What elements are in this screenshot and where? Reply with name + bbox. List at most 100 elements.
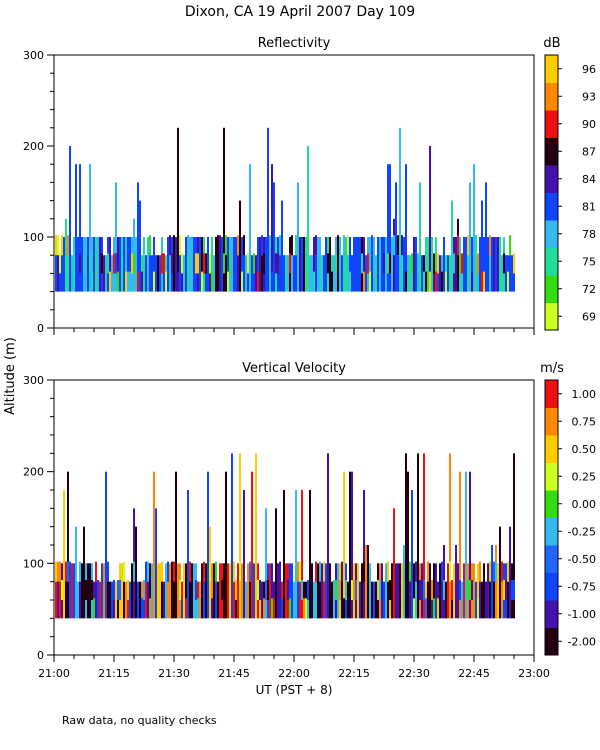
- data-column: [373, 237, 375, 292]
- data-cell: [79, 561, 81, 582]
- data-column: [305, 237, 307, 292]
- data-column: [231, 237, 233, 292]
- data-column: [89, 164, 91, 292]
- data-cell: [229, 253, 231, 274]
- data-column: [271, 563, 273, 619]
- data-column: [375, 255, 377, 292]
- data-cell: [475, 235, 477, 256]
- reflectivity-x-axis: [53, 328, 535, 335]
- data-column: [123, 581, 125, 619]
- data-column: [177, 563, 179, 619]
- colorbar-tick-label: 93: [582, 90, 596, 103]
- data-column: [61, 255, 63, 292]
- data-column: [339, 237, 341, 292]
- data-column: [431, 237, 433, 292]
- data-cell: [273, 598, 275, 619]
- data-cell: [173, 235, 175, 256]
- data-cell: [429, 271, 431, 292]
- data-cell: [279, 561, 281, 582]
- data-cell: [149, 235, 151, 256]
- data-cell: [169, 235, 171, 256]
- data-column: [403, 545, 405, 619]
- data-cell: [451, 580, 453, 600]
- data-column: [399, 563, 401, 619]
- y-tick-label: 100: [23, 231, 44, 244]
- data-column: [309, 490, 311, 619]
- data-cell: [59, 561, 61, 582]
- data-cell: [241, 271, 243, 292]
- data-column: [479, 237, 481, 292]
- data-cell: [461, 253, 463, 274]
- data-column: [215, 563, 217, 619]
- data-column: [251, 471, 253, 619]
- data-column: [211, 237, 213, 292]
- data-cell: [425, 271, 427, 292]
- data-cell: [471, 271, 473, 292]
- data-column: [407, 471, 409, 619]
- data-column: [129, 237, 131, 292]
- data-column: [453, 563, 455, 619]
- data-column: [511, 255, 513, 292]
- data-column: [457, 563, 459, 619]
- y-tick-label: 300: [23, 374, 44, 387]
- velocity-colorbar: -2.00 -1.00 -0.75 -0.50 -0.25 0.00 0.25 0.50 0.7…: [544, 379, 596, 656]
- colorbar-segment: [545, 110, 558, 138]
- data-cell: [215, 561, 217, 582]
- data-cell: [393, 235, 395, 256]
- data-cell: [137, 271, 139, 292]
- data-column: [85, 237, 87, 292]
- data-cell: [281, 598, 283, 619]
- data-column: [475, 581, 477, 619]
- data-column: [161, 563, 163, 619]
- data-cell: [343, 598, 345, 619]
- data-cell: [203, 253, 205, 274]
- data-cell: [91, 271, 93, 292]
- figure-title: Dixon, CA 19 April 2007 Day 109: [185, 4, 415, 20]
- colorbar-segment: [545, 545, 558, 573]
- data-cell: [119, 580, 121, 600]
- data-cell: [97, 580, 99, 600]
- data-column: [347, 237, 349, 292]
- x-tick-label: 21:30: [158, 667, 190, 680]
- data-column: [199, 581, 201, 619]
- data-column: [139, 581, 141, 619]
- data-column: [481, 200, 483, 292]
- data-cell: [445, 271, 447, 292]
- colorbar-frame: [544, 379, 559, 656]
- data-column: [457, 218, 459, 292]
- data-cell: [63, 271, 65, 292]
- data-column: [63, 490, 65, 619]
- data-column: [313, 237, 315, 292]
- data-cell: [275, 253, 277, 274]
- data-cell: [141, 271, 143, 292]
- data-column: [297, 182, 299, 292]
- data-cell: [501, 271, 503, 292]
- data-column: [413, 563, 415, 619]
- data-cell: [263, 253, 265, 274]
- data-cell: [511, 580, 513, 600]
- data-column: [407, 255, 409, 292]
- data-column: [507, 581, 509, 619]
- data-column: [313, 581, 315, 619]
- data-column: [89, 563, 91, 619]
- data-cell: [55, 235, 57, 256]
- data-cell: [305, 598, 307, 619]
- data-column: [87, 563, 89, 619]
- data-column: [153, 237, 155, 292]
- footnote: Raw data, no quality checks: [62, 714, 217, 727]
- data-cell: [85, 580, 87, 600]
- reflectivity-panel: Reflectivity 0 100 200 300 dB 69 72 75 78 81 84 8…: [23, 36, 596, 335]
- data-cell: [195, 580, 197, 600]
- colorbar-segment: [545, 490, 558, 518]
- data-cell: [415, 561, 417, 582]
- data-cell: [163, 253, 165, 274]
- data-column: [105, 471, 107, 619]
- data-column: [213, 255, 215, 292]
- data-cell: [355, 580, 357, 600]
- data-column: [155, 255, 157, 292]
- data-cell: [67, 235, 69, 256]
- data-cell: [133, 561, 135, 582]
- data-cell: [351, 580, 353, 600]
- data-column: [333, 255, 335, 292]
